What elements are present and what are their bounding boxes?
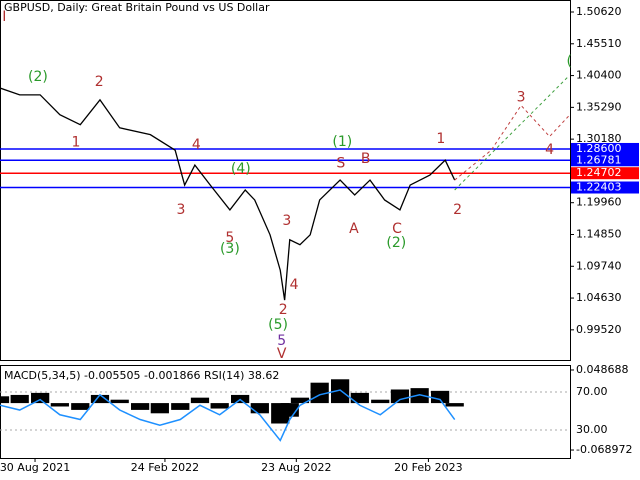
level-label-box [571,181,639,194]
macd-bar [445,403,464,407]
wave-label: (5) [268,317,288,333]
y-tick-label: 1.19960 [576,196,622,209]
y2-tick-label: -0.068972 [576,443,632,456]
x-tick-label: 24 Feb 2022 [131,461,199,474]
macd-bar [390,389,410,404]
wave-label: B [361,151,371,167]
wave-label: 2 [453,202,462,218]
macd-bar [190,397,210,404]
wave-label: (3) [220,241,240,257]
wave-label: S [336,155,345,171]
wave-label: 5 [277,333,286,349]
y2-tick-label: 0.048688 [576,363,629,376]
macd-bar [110,399,129,404]
macd-bar [131,403,150,410]
wave-label: 2 [95,74,104,90]
macd-bar [31,392,50,404]
wave-label: I [2,9,6,25]
macd-bar [350,392,369,404]
wave-label: (2) [386,235,406,251]
macd-bar [430,390,450,404]
wave-label: C [392,221,402,237]
indicator-frame [0,365,571,459]
macd-bar [50,403,69,407]
wave-label: 4 [290,277,299,293]
level-label: 1.28600 [576,142,622,155]
x-tick-label: 30 Aug 2021 [0,461,70,474]
level-label-box [571,142,639,155]
y-tick-label: 1.14850 [576,227,622,240]
macd-bar [71,403,90,410]
level-label: 1.24702 [576,166,622,179]
macd-bar [250,403,269,414]
level-label: 1.22403 [576,181,622,194]
y-tick-label: 1.09740 [576,259,622,272]
x-tick-label: 23 Aug 2022 [261,461,331,474]
wave-label: 4 [192,137,201,153]
wave-label: (1) [332,134,352,150]
wave-label: A [349,221,359,237]
y-tick-label: 1.35290 [576,100,622,113]
macd-bar [0,396,10,404]
wave-label: 2 [279,302,288,318]
wave-label: 3 [282,213,291,229]
x-tick-label: 20 Feb 2023 [394,461,462,474]
price-line [0,87,456,301]
y-tick-label: 0.99520 [576,323,622,336]
macd-bar [10,394,29,404]
y-tick-label: 1.40400 [576,69,622,82]
y-tick-label: 1.04630 [576,291,622,304]
macd-bar [210,403,229,409]
wave-label: 3 [177,202,186,218]
wave-label: 4 [545,142,554,158]
macd-bar [371,399,390,404]
chart-title: GBPUSD, Daily: Great Britain Pound vs US… [4,1,270,14]
indicator-title: MACD(5,34,5) -0.005505 -0.001866 RSI(14)… [4,369,279,382]
wave-label: 5 [225,230,234,246]
y-tick-label: 30.00 [576,423,608,436]
plot-frame [0,0,571,361]
macd-bar [330,379,350,404]
rsi-line [0,389,456,442]
projection-line [454,75,570,191]
y-tick-label: 1.45510 [576,37,622,50]
wave-label: (2) [28,69,48,85]
projection-line [454,104,570,181]
y-tick-label: 1.50620 [576,5,622,18]
macd-bar [290,397,310,404]
macd-bar [150,403,169,414]
y-tick-label: 1.30180 [576,132,622,145]
level-label: 1.26781 [576,153,622,166]
wave-label: V [277,346,287,362]
wave-label: 3 [517,89,526,105]
macd-bar [410,388,429,404]
wave-label: 1 [436,131,445,147]
macd-bar [171,403,190,410]
wave-label: 1 [71,135,80,151]
level-label-box [571,167,639,180]
wave-label: ( [567,53,572,69]
level-label-box [571,154,639,167]
y-tick-label: 70.00 [576,385,608,398]
wave-label: (4) [231,161,251,177]
macd-bar [90,394,110,404]
